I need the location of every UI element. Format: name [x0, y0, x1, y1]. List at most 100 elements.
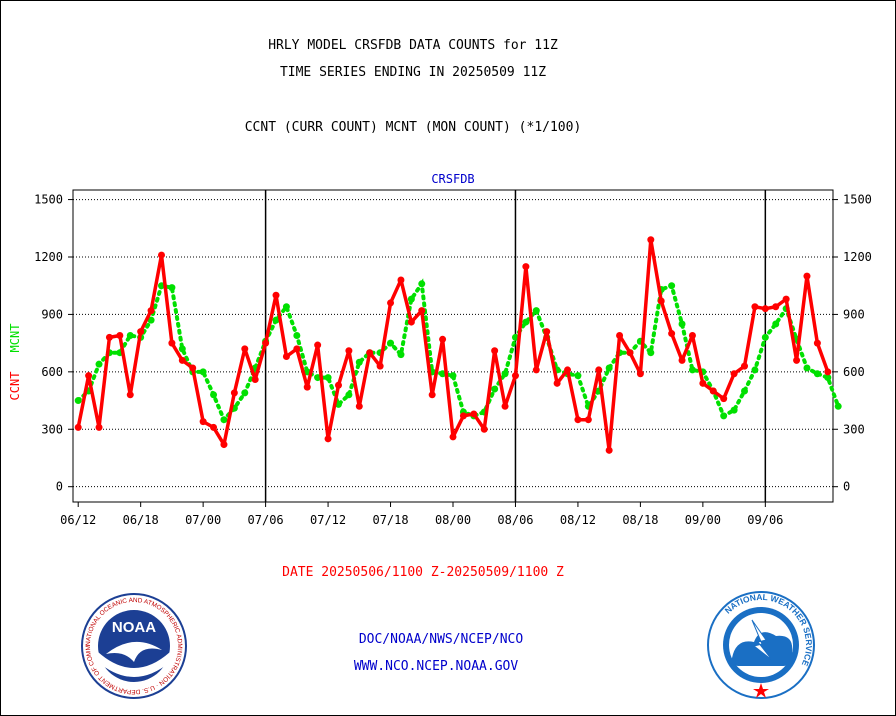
data-point-mcnt [241, 389, 249, 397]
data-point-mcnt [803, 364, 811, 372]
x-tick-label: 08/12 [560, 513, 596, 527]
data-point-ccnt [532, 366, 540, 374]
data-point-mcnt [74, 397, 82, 405]
data-point-ccnt [282, 353, 290, 361]
data-point-mcnt [397, 351, 405, 359]
data-point-ccnt [137, 328, 145, 336]
nws-logo: NATIONAL WEATHER SERVICE [707, 591, 815, 699]
y-tick-label-right: 300 [843, 422, 865, 436]
title-line-2: TIME SERIES ENDING IN 20250509 11Z [279, 65, 547, 80]
data-point-mcnt [293, 331, 301, 339]
data-point-mcnt [741, 387, 749, 395]
x-tick-label: 08/00 [435, 513, 471, 527]
data-point-ccnt [616, 331, 624, 339]
y-tick-label-left: 0 [56, 480, 63, 494]
data-point-ccnt [74, 423, 82, 431]
data-point-mcnt [407, 295, 415, 303]
data-point-ccnt [126, 391, 134, 399]
data-point-ccnt [355, 402, 363, 410]
data-point-mcnt [178, 345, 186, 353]
data-point-mcnt [751, 366, 759, 374]
data-point-ccnt [95, 423, 103, 431]
y-axis-label-ccnt: CCNT [8, 372, 22, 401]
data-point-mcnt [574, 372, 582, 380]
data-point-mcnt [678, 320, 686, 328]
y-tick-label-left: 1500 [34, 193, 63, 207]
data-point-mcnt [147, 316, 155, 324]
data-point-ccnt [345, 347, 353, 355]
data-point-ccnt [793, 356, 801, 364]
data-point-ccnt [501, 402, 509, 410]
data-point-mcnt [210, 391, 218, 399]
data-point-ccnt [605, 446, 613, 454]
data-point-mcnt [95, 360, 103, 368]
data-point-mcnt [720, 412, 728, 420]
data-point-ccnt [314, 341, 322, 349]
website-link[interactable]: WWW.NCO.NCEP.NOAA.GOV [353, 659, 519, 674]
data-point-ccnt [584, 416, 592, 424]
noaa-logo: NOAA NATIONAL OCEANIC AND ATMOSPHERIC AD… [80, 592, 187, 699]
y-tick-label-right: 600 [843, 365, 865, 379]
title-line-1: HRLY MODEL CRSFDB DATA COUNTS for 11Z [268, 38, 558, 53]
data-point-mcnt [772, 320, 780, 328]
data-point-ccnt [657, 297, 665, 305]
data-point-ccnt [303, 383, 311, 391]
x-tick-label: 06/18 [123, 513, 159, 527]
data-point-mcnt [272, 316, 280, 324]
data-point-ccnt [574, 416, 582, 424]
org-line: DOC/NOAA/NWS/NCEP/NCO [358, 632, 524, 647]
data-point-mcnt [345, 391, 353, 399]
data-point-ccnt [334, 381, 342, 389]
y-tick-label-left: 300 [41, 422, 63, 436]
chart-title: CRSFDB [431, 172, 474, 186]
data-point-mcnt [501, 370, 509, 378]
x-tick-label: 08/06 [497, 513, 533, 527]
data-point-ccnt [553, 379, 561, 387]
data-point-ccnt [470, 410, 478, 418]
data-point-ccnt [220, 441, 228, 449]
x-tick-label: 07/00 [185, 513, 221, 527]
data-point-ccnt [439, 335, 447, 343]
data-point-ccnt [803, 272, 811, 280]
x-tick-label: 07/18 [372, 513, 408, 527]
data-point-ccnt [189, 364, 197, 372]
data-point-ccnt [699, 379, 707, 387]
data-point-ccnt [636, 370, 644, 378]
data-point-mcnt [491, 385, 499, 393]
data-point-ccnt [85, 372, 93, 380]
plot-frame [72, 189, 834, 503]
data-point-ccnt [824, 368, 832, 376]
data-point-ccnt [564, 366, 572, 374]
data-point-ccnt [741, 362, 749, 370]
series-line-mcnt [76, 278, 841, 424]
data-point-ccnt [178, 356, 186, 364]
data-point-ccnt [730, 370, 738, 378]
data-point-mcnt [387, 339, 395, 347]
data-point-ccnt [293, 345, 301, 353]
y-tick-label-left: 900 [41, 307, 63, 321]
noaa-logo-text: NOAA [112, 619, 156, 636]
data-point-ccnt [147, 307, 155, 315]
data-point-ccnt [157, 251, 165, 259]
data-point-ccnt [272, 291, 280, 299]
data-point-mcnt [282, 303, 290, 311]
data-point-ccnt [688, 331, 696, 339]
data-point-ccnt [418, 307, 426, 315]
data-point-ccnt [782, 295, 790, 303]
data-point-mcnt [199, 368, 207, 376]
data-point-ccnt [678, 356, 686, 364]
data-point-ccnt [459, 412, 467, 420]
data-point-ccnt [522, 263, 530, 271]
data-point-ccnt [251, 375, 259, 383]
data-point-ccnt [387, 299, 395, 307]
data-point-ccnt [105, 333, 113, 341]
data-point-mcnt [730, 406, 738, 414]
data-point-ccnt [407, 318, 415, 326]
data-point-ccnt [709, 387, 717, 395]
y-tick-label-right: 1200 [843, 250, 872, 264]
data-point-ccnt [230, 389, 238, 397]
data-point-mcnt [324, 374, 332, 382]
data-point-mcnt [418, 280, 426, 288]
data-point-ccnt [449, 433, 457, 441]
data-point-ccnt [626, 349, 634, 357]
